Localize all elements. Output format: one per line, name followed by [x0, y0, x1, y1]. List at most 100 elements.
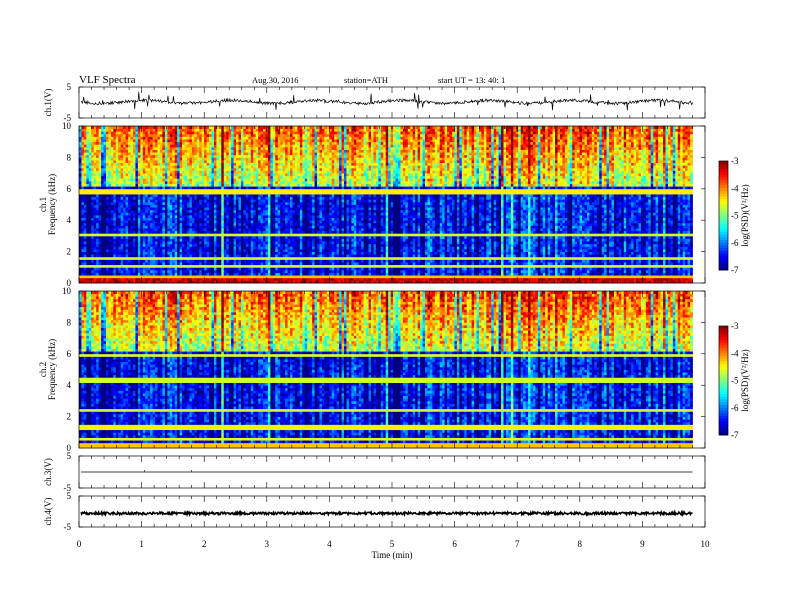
ch1-spectrogram-cell: [260, 194, 264, 198]
ch1-spectrogram-cell: [164, 267, 168, 271]
ch1-spectrogram-cell: [120, 194, 124, 198]
ch1-spectrogram-cell: [157, 133, 161, 137]
ch1-spectrogram-cell: [260, 222, 264, 226]
ch1-spectrogram-cell: [162, 128, 166, 132]
ch1-spectrogram-cell: [255, 175, 259, 179]
ch1-spectrogram-cell: [152, 248, 156, 252]
ch1-spectrogram-cell: [179, 246, 183, 250]
ch1-spectrogram-cell: [142, 162, 146, 166]
ch1-spectrogram-cell: [115, 251, 119, 255]
ch1-spectrogram-cell: [250, 188, 254, 192]
ch1-spectrogram-cell: [113, 157, 117, 161]
ch1-spectrogram-cell: [189, 175, 193, 179]
ch1-spectrogram-cell: [182, 131, 185, 135]
ch1-spectrogram-cell: [258, 180, 261, 184]
ch1-spectrogram-cell: [96, 212, 100, 216]
ch1-spectrogram-cell: [125, 241, 129, 245]
ch1-spectrogram-cell: [191, 248, 195, 252]
ch1-spectrogram-cell: [93, 207, 97, 211]
ch1-spectrogram-cell: [258, 233, 261, 237]
ch1-spectrogram-cell: [211, 212, 215, 216]
ch1-spectrogram-cell: [105, 199, 109, 203]
ch1-spectrogram-cell: [86, 277, 90, 281]
ch1-spectrogram-cell: [86, 209, 90, 213]
ch1-spectrogram-cell: [179, 146, 183, 150]
ch1-spectrogram-cell: [196, 209, 200, 213]
ch1-spectrogram-cell: [236, 175, 239, 179]
ch1-spectrogram-cell: [226, 217, 230, 221]
ch1-spectrogram-cell: [96, 157, 100, 161]
ch1-spectrogram-cell: [245, 238, 249, 242]
ch1-spectrogram-cell: [228, 225, 232, 229]
ch1-spectrogram-cell: [130, 207, 134, 211]
ch1-spectrogram-cell: [258, 188, 261, 192]
ch1-spectrogram-cell: [179, 160, 183, 164]
ch1-spectrogram-cell: [142, 220, 146, 224]
ch1-spectrogram-cell: [115, 199, 119, 203]
ch1-spectrogram-cell: [81, 188, 85, 192]
ch1-spectrogram-cell: [184, 178, 188, 182]
ch1-spectrogram-cell: [157, 162, 161, 166]
ch1-spectrogram-cell: [86, 136, 90, 140]
ch1-spectrogram-cell: [81, 139, 85, 143]
ch1-spectrogram-cell: [194, 201, 198, 205]
ch1-spectrogram-cell: [105, 233, 109, 237]
ch1-spectrogram-cell: [267, 272, 271, 276]
ch1-spectrogram-cell: [191, 262, 195, 266]
ch1-spectrogram-cell: [186, 144, 190, 148]
ch1-spectrogram-cell: [248, 264, 252, 268]
ch1-spectrogram-cell: [79, 173, 82, 177]
ch1-spectrogram-cell: [145, 272, 149, 276]
ch1-spectrogram-cell: [182, 188, 185, 192]
ch1-spectrogram-cell: [108, 154, 112, 158]
ch1-spectrogram-cell: [140, 264, 144, 268]
ch1-spectrogram-cell: [245, 246, 249, 250]
ch1-spectrogram-cell: [147, 149, 151, 153]
ch1-spectrogram-cell: [152, 209, 156, 213]
ch1-spectrogram-cell: [145, 165, 149, 169]
ch1-spectrogram-cell: [145, 141, 149, 145]
ch1-spectrogram-cell: [213, 275, 217, 279]
ch1-spectrogram-cell: [245, 262, 249, 266]
ch1-spectrogram-cell: [140, 254, 144, 258]
ch1-spectrogram-cell: [250, 267, 254, 271]
ch1-spectrogram-cell: [250, 149, 254, 153]
ch1-spectrogram-cell: [91, 162, 95, 166]
ch1-spectrogram-cell: [81, 238, 85, 242]
ch1-spectrogram-cell: [211, 191, 215, 195]
ch1-spectrogram-cell: [189, 186, 193, 190]
ch1-spectrogram-cell: [83, 139, 87, 143]
ch1-spectrogram-cell: [135, 133, 139, 137]
ch1-spectrogram-cell: [231, 196, 234, 200]
ch1-spectrogram-cell: [216, 149, 220, 153]
ch1-spectrogram-cell: [216, 152, 220, 156]
ch1-spectrogram-cell: [272, 264, 276, 268]
ch1-spectrogram-cell: [162, 230, 166, 234]
ch1-spectrogram-cell: [204, 191, 207, 195]
ch1-spectrogram-cell: [83, 243, 87, 247]
ch1-spectrogram-cell: [275, 280, 279, 284]
ch1-spectrogram-cell: [194, 241, 198, 245]
ch1-spectrogram-cell: [159, 128, 163, 132]
ch1-spectrogram-cell: [267, 235, 271, 239]
ch1-spectrogram-cell: [221, 233, 225, 237]
ch1-spectrogram-cell: [123, 262, 127, 266]
ch1-spectrogram-cell: [83, 146, 87, 150]
ch1-spectrogram-cell: [182, 230, 185, 234]
ch1-spectrogram-cell: [113, 222, 117, 226]
ch1-spectrogram-cell: [103, 262, 107, 266]
ch1-spectrogram-cell: [199, 251, 203, 255]
ch1-spectrogram-cell: [204, 246, 207, 250]
ch1-spectrogram-cell: [167, 126, 171, 130]
ch1-spectrogram-cell: [159, 188, 163, 192]
ch1-spectrogram-cell: [233, 241, 237, 245]
ch1-spectrogram-cell: [194, 214, 198, 218]
ch1-spectrogram-cell: [196, 139, 200, 143]
ch1-spectrogram-cell: [118, 167, 122, 171]
ch1-spectrogram-cell: [135, 241, 139, 245]
ch1-spectrogram-cell: [125, 238, 129, 242]
ch1-spectrogram-cell: [96, 246, 100, 250]
ch1-spectrogram-cell: [243, 141, 247, 145]
ch1-spectrogram-cell: [213, 194, 217, 198]
ch1-spectrogram-cell: [231, 133, 234, 137]
